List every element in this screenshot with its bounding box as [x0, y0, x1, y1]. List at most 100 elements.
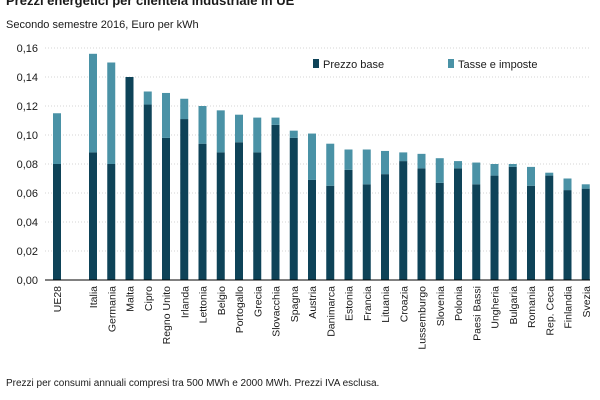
bar-base-price [344, 169, 353, 280]
x-category-label: Estonia [344, 286, 356, 321]
x-category-label: Belgio [216, 286, 228, 315]
bar-taxes [53, 113, 61, 164]
bar-base-price [381, 174, 389, 280]
bar-base-price [527, 185, 535, 280]
bar-base-price [417, 168, 426, 280]
y-tick-label: 0,12 [17, 101, 38, 113]
bar-base-price [326, 185, 335, 280]
bar-taxes [180, 98, 189, 120]
bar-taxes [472, 162, 481, 185]
y-tick-label: 0,08 [17, 159, 38, 171]
x-category-label: Lussemburgo [417, 286, 429, 350]
bar-taxes [198, 106, 207, 144]
x-category-label: Spagna [289, 286, 301, 322]
bar-base-price [308, 179, 316, 280]
x-category-label: Finlandia [563, 286, 575, 329]
x-category-label: Grecia [252, 286, 264, 317]
bar-base-price [508, 166, 517, 280]
x-category-label: Polonia [453, 286, 465, 321]
x-category-label: Italia [88, 286, 100, 308]
bar-taxes [508, 164, 517, 167]
x-category-label: Malta [125, 286, 137, 312]
bar-taxes [545, 172, 554, 176]
bar-base-price [490, 175, 499, 280]
y-tick-label: 0,14 [17, 72, 38, 84]
bar-base-price [180, 119, 189, 280]
x-category-label: Lettonia [198, 286, 210, 324]
bar-base-price [581, 188, 590, 280]
bar-taxes [581, 184, 590, 189]
bar-base-price [235, 142, 243, 280]
bar-base-price [107, 164, 116, 280]
bar-base-price [472, 184, 481, 280]
legend-label-taxes: Tasse e imposte [458, 59, 537, 71]
x-category-label: Regno Unito [161, 286, 173, 345]
x-category-label: Croazia [398, 286, 410, 322]
bar-base-price [289, 137, 298, 280]
bar-base-price [162, 137, 170, 280]
bar-taxes [344, 149, 353, 170]
bar-base-price [271, 124, 280, 280]
x-category-label: Rep. Ceca [544, 286, 556, 336]
y-axis-tick-labels: 0,00 0,02 0,04 0,06 0,08 0,10 0,12 0,14 0,16 [17, 43, 38, 287]
bar-taxes [235, 114, 243, 143]
bar-taxes [253, 117, 262, 153]
bar-base-price [253, 152, 262, 280]
bar-taxes [399, 152, 408, 162]
legend-swatch-base-price [313, 59, 319, 68]
y-gridlines [45, 47, 590, 252]
x-category-label: Bulgaria [508, 286, 520, 325]
bar-taxes [162, 92, 170, 138]
x-category-label: Ungheria [490, 286, 502, 329]
bar-taxes [490, 164, 499, 176]
y-tick-label: 0,04 [17, 217, 38, 229]
bar-taxes [527, 166, 535, 186]
x-category-label: Lituania [380, 286, 392, 323]
bar-base-price [545, 175, 554, 280]
y-tick-label: 0,10 [17, 130, 38, 142]
bar-taxes [216, 110, 225, 153]
legend-swatch-taxes [448, 59, 454, 68]
x-category-label: Paesi Bassi [471, 286, 483, 341]
x-category-label: Irlanda [179, 286, 191, 318]
bar-base-price [53, 164, 61, 280]
x-category-label: Cipro [143, 286, 155, 311]
bar-base-price [125, 77, 134, 280]
x-category-label: Svezia [581, 286, 593, 318]
bar-taxes [89, 53, 97, 153]
y-tick-label: 0,06 [17, 188, 38, 200]
bar-base-price [563, 190, 572, 280]
bar-base-price [216, 152, 225, 280]
y-tick-label: 0,02 [17, 246, 38, 258]
bar-base-price [143, 104, 152, 280]
y-tick-label: 0,16 [17, 43, 38, 55]
x-category-label: Romania [526, 286, 538, 328]
y-tick-label: 0,00 [17, 275, 38, 287]
chart-title: Prezzi energetici per clientela industri… [6, 0, 295, 8]
bar-base-price [399, 161, 408, 280]
legend-label-base-price: Prezzo base [323, 59, 384, 71]
bars [53, 53, 590, 280]
bar-taxes [563, 178, 572, 191]
bar-taxes [271, 117, 280, 125]
bar-base-price [362, 184, 371, 280]
bar-taxes [381, 150, 389, 175]
x-category-label: Slovacchia [271, 286, 283, 337]
bar-base-price [89, 152, 97, 280]
bar-taxes [107, 62, 116, 164]
legend: Prezzo base Tasse e imposte [313, 59, 537, 71]
x-axis-category-labels: UE28 Italia Germania Malta Cipro Regno Unito I… [52, 286, 593, 350]
bar-taxes [289, 130, 298, 138]
x-category-label: Francia [362, 286, 374, 321]
x-category-label: Portogallo [234, 286, 246, 333]
bar-taxes [326, 143, 335, 186]
bar-taxes [143, 91, 152, 105]
chart-subtitle: Secondo semestre 2016, Euro per kWh [6, 19, 199, 31]
x-category-label: UE28 [52, 286, 64, 312]
bar-base-price [435, 182, 444, 280]
bar-taxes [417, 153, 426, 169]
x-category-label: Danimarca [325, 286, 337, 337]
bar-taxes [362, 149, 371, 185]
bar-taxes [435, 158, 444, 183]
